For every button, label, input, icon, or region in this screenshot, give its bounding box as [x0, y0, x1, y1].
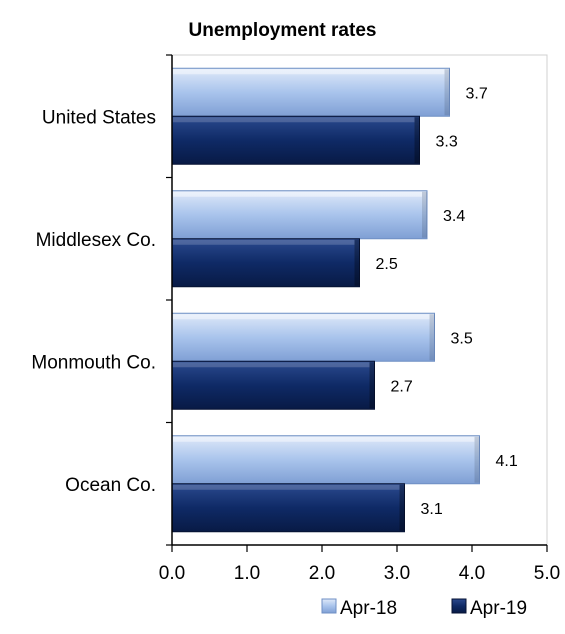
bar-bevel-end — [369, 362, 375, 409]
bar — [171, 67, 450, 117]
x-tick-label: 0.0 — [159, 563, 185, 584]
data-label: 2.7 — [391, 378, 413, 395]
bar-bevel-top — [173, 69, 445, 75]
category-label: Middlesex Co. — [36, 230, 156, 251]
data-label: 3.5 — [451, 330, 473, 347]
x-tick-label: 2.0 — [309, 563, 335, 584]
x-tick-label: 1.0 — [234, 563, 260, 584]
chart-title: Unemployment rates — [188, 20, 377, 41]
data-label: 3.4 — [443, 208, 465, 225]
bar — [171, 115, 420, 165]
legend-label: Apr-18 — [340, 598, 397, 619]
bar-bevel-end — [444, 69, 450, 116]
category-label: Monmouth Co. — [31, 352, 156, 373]
bar-bevel-top — [173, 117, 415, 123]
bar-bevel-end — [429, 314, 435, 361]
data-label: 3.1 — [421, 501, 443, 518]
data-label: 3.7 — [466, 85, 488, 102]
bar-bevel-end — [354, 239, 360, 286]
bar-bevel-top — [173, 314, 430, 320]
bar — [171, 483, 405, 533]
x-tick-label: 3.0 — [384, 563, 410, 584]
bar — [171, 360, 375, 410]
bar-bevel-top — [173, 484, 400, 490]
category-label: Ocean Co. — [65, 475, 156, 496]
bar-bevel-top — [173, 436, 475, 442]
x-tick-label: 5.0 — [534, 563, 560, 584]
legend-swatch — [321, 598, 337, 614]
x-tick-label: 4.0 — [459, 563, 485, 584]
bar-bevel-end — [399, 484, 405, 531]
bar-bevel-end — [414, 117, 420, 164]
category-label: United States — [42, 107, 156, 128]
bar-bevel-top — [173, 362, 370, 368]
bar — [171, 190, 428, 240]
data-label: 4.1 — [496, 453, 518, 470]
legend-swatch — [451, 598, 467, 614]
bar-bevel-end — [422, 191, 427, 238]
legend-label: Apr-19 — [470, 598, 527, 619]
bar — [171, 312, 435, 362]
data-label: 3.3 — [436, 133, 458, 150]
bar-bevel-end — [474, 436, 480, 483]
bar-bevel-top — [173, 239, 355, 245]
bar — [171, 238, 360, 288]
bar — [171, 435, 480, 485]
data-label: 2.5 — [376, 256, 398, 273]
bar-bevel-top — [173, 191, 422, 197]
